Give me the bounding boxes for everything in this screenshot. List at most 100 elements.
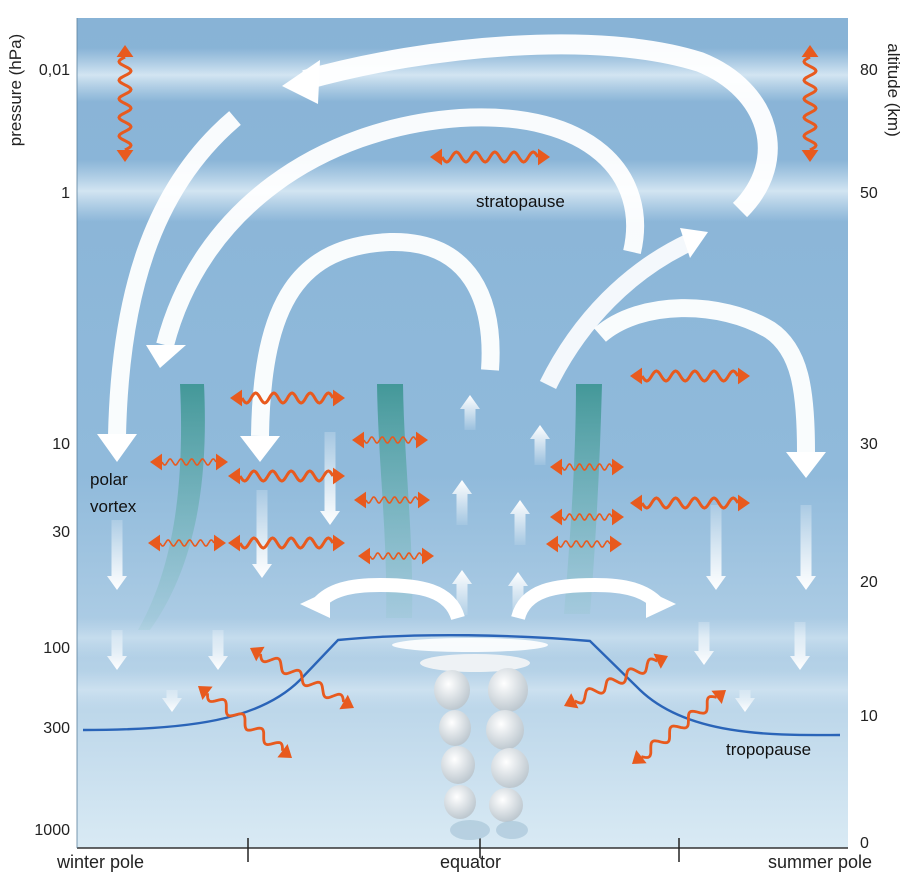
wave-arrow-thin — [159, 539, 215, 547]
wave-arrowhead — [150, 453, 162, 471]
wave-arrowhead — [216, 453, 228, 471]
downward-arrow — [107, 630, 127, 670]
tropopause-label: tropopause — [726, 740, 812, 759]
wave-arrow-diagonal — [574, 657, 658, 705]
wave-arrowhead — [333, 534, 345, 552]
downward-arrow — [706, 505, 726, 590]
wave-arrowhead — [352, 431, 364, 449]
left-axis-title: pressure (hPa) — [6, 33, 26, 147]
wave-arrowhead — [801, 45, 819, 57]
arrowhead-rising-arc — [680, 228, 708, 258]
band-30km — [77, 618, 848, 658]
wave-arrowhead — [354, 491, 366, 509]
stratopause-label: stratopause — [476, 192, 565, 211]
convective-cloud — [392, 638, 548, 840]
wave-arrow-thin — [161, 458, 217, 466]
rising-arc-equator — [539, 233, 694, 389]
downward-arrow — [796, 505, 816, 590]
right-tick-label: 50 — [860, 185, 878, 202]
left-tick-label: 300 — [43, 720, 70, 737]
small-arrows — [107, 395, 816, 712]
wave-arrowhead — [339, 694, 354, 710]
divergence-left-arc — [312, 577, 465, 621]
wave-arrow-thin — [365, 496, 419, 504]
wave-arrowhead — [630, 367, 642, 385]
wave-arrow-diagonal — [259, 653, 345, 703]
wave-arrowhead — [416, 431, 428, 449]
wave-arrowhead — [358, 547, 370, 565]
downward-arrow — [208, 630, 228, 670]
downward-arrow — [694, 622, 714, 665]
divergence-arrows — [312, 577, 664, 621]
left-tick-label: 0,01 — [38, 62, 70, 79]
planetary-wave-arrows — [116, 45, 819, 764]
divergence-left-head — [300, 590, 330, 618]
wave-arrow — [640, 496, 740, 510]
wave-arrowhead — [333, 389, 345, 407]
circulation-arrows — [108, 34, 815, 453]
wave-arrowhead — [564, 693, 579, 709]
outer-descent-winter — [108, 111, 241, 437]
arrowhead-outer-arc — [282, 60, 320, 104]
wave-arrow-diagonal — [641, 695, 717, 759]
downward-arrow — [735, 690, 755, 712]
wave-arrowhead — [653, 653, 668, 669]
right-tick-label: 0 — [860, 835, 869, 852]
wave-arrowhead — [632, 750, 647, 764]
wave-arrowhead — [546, 535, 558, 553]
wave-arrowhead — [610, 535, 622, 553]
arrowhead-summer-descent — [786, 452, 826, 478]
downward-arrow — [790, 622, 810, 670]
wave-arrow-thin — [363, 436, 417, 444]
left-tick-label: 100 — [43, 640, 70, 657]
downward-arrow — [107, 520, 127, 590]
wave-arrowhead — [228, 534, 240, 552]
wave-arrowhead — [430, 148, 442, 166]
wave-arrowhead — [250, 646, 265, 662]
wave-arrowhead — [228, 467, 240, 485]
wave-arrow-thin — [561, 463, 613, 471]
inner-arc — [251, 232, 500, 437]
outer-circulation-arc — [302, 34, 778, 218]
upward-arrow — [452, 480, 472, 525]
wave-arrowhead — [230, 389, 242, 407]
right-tick-label: 10 — [860, 708, 878, 725]
arrowheads — [97, 60, 826, 478]
wave-arrow — [238, 469, 335, 483]
left-tick-label: 10 — [52, 436, 70, 453]
wave-arrowhead — [738, 494, 750, 512]
wave-arrowhead — [550, 508, 562, 526]
jet-column-right — [564, 384, 602, 614]
downward-arrow — [320, 432, 340, 525]
downward-arrow — [162, 690, 182, 712]
upward-arrow — [510, 500, 530, 545]
divergence-right-arc — [511, 577, 664, 621]
divergence-right-head — [646, 590, 676, 618]
summer-descent-arc — [594, 299, 815, 453]
left-tick-label: 1000 — [34, 822, 70, 839]
left-tick-label: 1 — [61, 185, 70, 202]
right-tick-label: 80 — [860, 62, 878, 79]
wave-arrowhead — [116, 45, 134, 57]
stratopause-band — [77, 160, 848, 222]
tropopause-line — [82, 633, 841, 737]
downward-arrow — [252, 490, 272, 578]
wave-arrowhead — [277, 744, 292, 758]
wave-arrowhead — [214, 534, 226, 552]
wave-arrowhead — [538, 148, 550, 166]
wave-arrowhead — [630, 494, 642, 512]
arrowhead-winter-descent — [97, 434, 137, 462]
arrowhead-second-arc — [146, 345, 186, 368]
wave-arrowhead — [612, 458, 624, 476]
wave-arrow-vertical-left — [117, 55, 133, 152]
jet-column-left — [138, 384, 205, 630]
equator-label: equator — [440, 852, 502, 872]
wave-arrowhead — [738, 367, 750, 385]
wave-arrowhead — [422, 547, 434, 565]
wave-arrowhead — [418, 491, 430, 509]
polar-vortex-label-line1: polar — [90, 470, 128, 489]
wave-arrowhead — [148, 534, 160, 552]
right-axis-title: altitude (km) — [883, 43, 903, 137]
